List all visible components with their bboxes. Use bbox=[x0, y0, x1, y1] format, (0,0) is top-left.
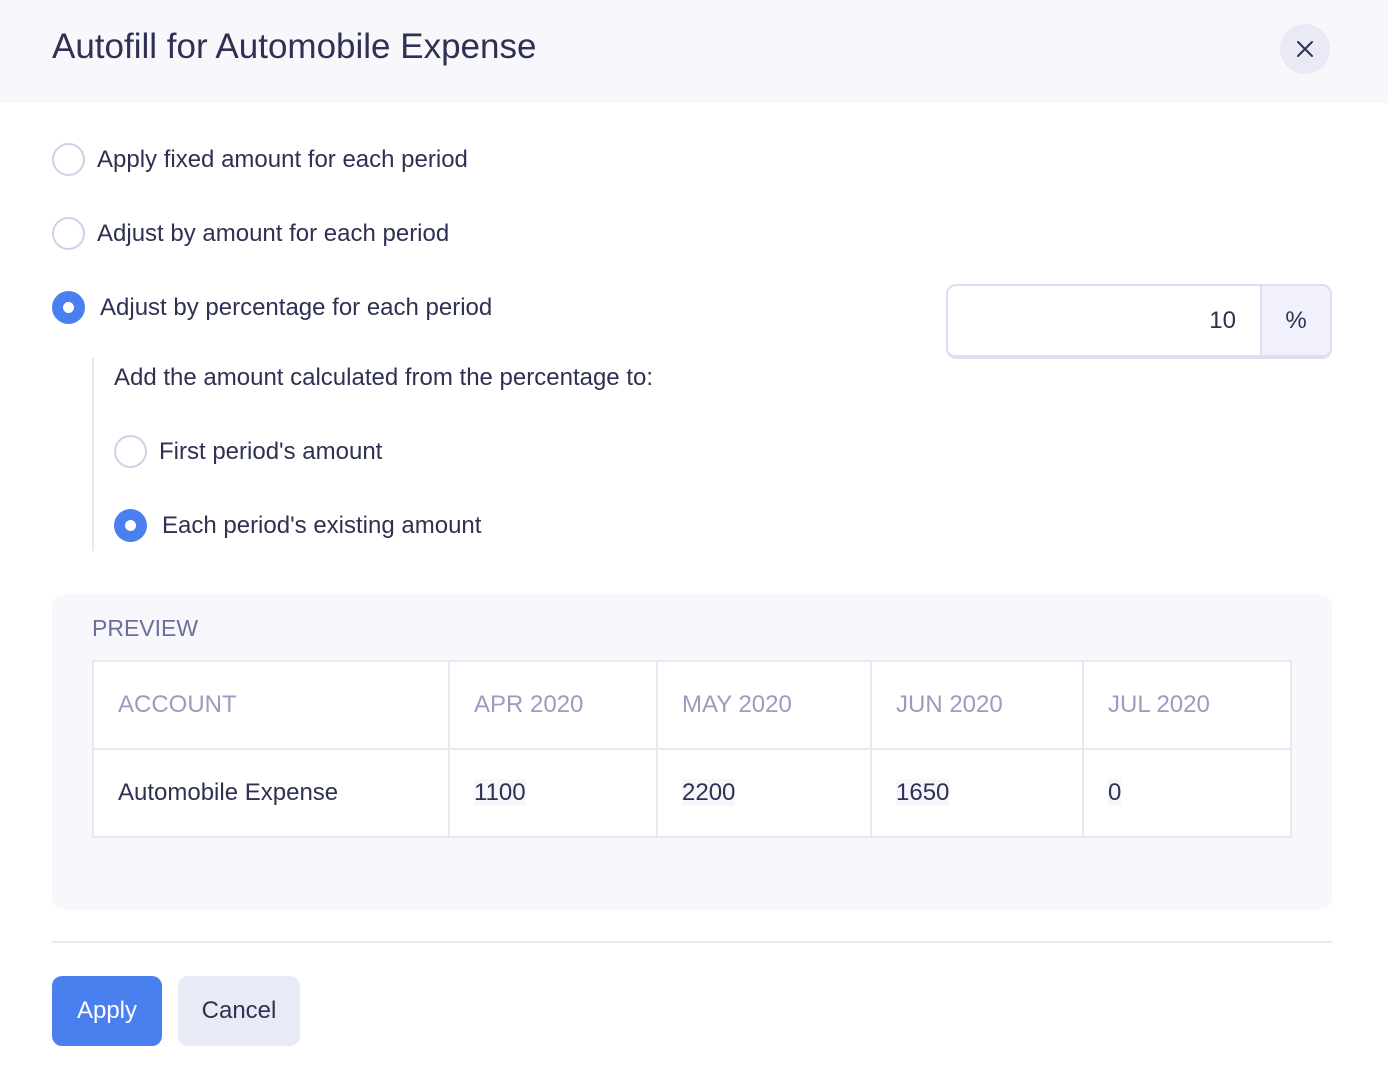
radio-button-selected[interactable] bbox=[52, 291, 85, 324]
option-label: Adjust by percentage for each period bbox=[100, 293, 493, 321]
dialog-header: Autofill for Automobile Expense bbox=[0, 0, 1388, 103]
option-label: First period's amount bbox=[159, 437, 383, 465]
cell-value: 2200 bbox=[682, 779, 736, 806]
account-cell: Automobile Expense bbox=[92, 748, 450, 838]
column-header: APR 2020 bbox=[448, 660, 658, 750]
close-button[interactable] bbox=[1280, 24, 1330, 74]
percentage-input-group: 10 % bbox=[946, 284, 1332, 359]
option-adjust-percentage[interactable]: Adjust by percentage for each period bbox=[52, 291, 492, 324]
cell-value: 1650 bbox=[896, 779, 950, 806]
preview-title: PREVIEW bbox=[92, 615, 199, 641]
nested-divider bbox=[92, 358, 94, 551]
sub-options-label: Add the amount calculated from the perce… bbox=[114, 364, 654, 391]
table-header-row: ACCOUNT APR 2020 MAY 2020 JUN 2020 JUL 2… bbox=[92, 660, 1292, 750]
preview-table: ACCOUNT APR 2020 MAY 2020 JUN 2020 JUL 2… bbox=[92, 660, 1292, 838]
preview-panel: PREVIEW ACCOUNT APR 2020 MAY 2020 JUN 20… bbox=[52, 594, 1332, 910]
column-header: ACCOUNT bbox=[92, 660, 450, 750]
table-row: Automobile Expense 1100 2200 1650 0 bbox=[92, 748, 1292, 838]
apply-button[interactable]: Apply bbox=[52, 976, 162, 1046]
dialog-title: Autofill for Automobile Expense bbox=[52, 27, 537, 66]
option-fixed-amount[interactable]: Apply fixed amount for each period bbox=[52, 143, 468, 176]
option-label: Adjust by amount for each period bbox=[97, 219, 450, 247]
column-header: JUN 2020 bbox=[870, 660, 1084, 750]
option-each-period[interactable]: Each period's existing amount bbox=[114, 509, 481, 542]
value-cell: 2200 bbox=[656, 748, 872, 838]
option-first-period[interactable]: First period's amount bbox=[114, 435, 382, 468]
radio-button[interactable] bbox=[114, 435, 147, 468]
value-cell: 0 bbox=[1082, 748, 1292, 838]
column-header: MAY 2020 bbox=[656, 660, 872, 750]
column-header: JUL 2020 bbox=[1082, 660, 1292, 750]
option-adjust-amount[interactable]: Adjust by amount for each period bbox=[52, 217, 449, 250]
cell-value: 0 bbox=[1108, 779, 1122, 806]
cancel-button[interactable]: Cancel bbox=[178, 976, 300, 1046]
value-cell: 1650 bbox=[870, 748, 1084, 838]
percent-suffix: % bbox=[1260, 286, 1330, 355]
close-icon bbox=[1297, 41, 1313, 57]
option-label: Each period's existing amount bbox=[162, 511, 482, 539]
cell-value: 1100 bbox=[474, 779, 526, 806]
percentage-input[interactable]: 10 bbox=[1209, 307, 1236, 334]
radio-button[interactable] bbox=[52, 217, 85, 250]
radio-button[interactable] bbox=[52, 143, 85, 176]
footer-divider bbox=[52, 941, 1332, 943]
option-label: Apply fixed amount for each period bbox=[97, 145, 468, 173]
value-cell: 1100 bbox=[448, 748, 658, 838]
radio-button-selected[interactable] bbox=[114, 509, 147, 542]
